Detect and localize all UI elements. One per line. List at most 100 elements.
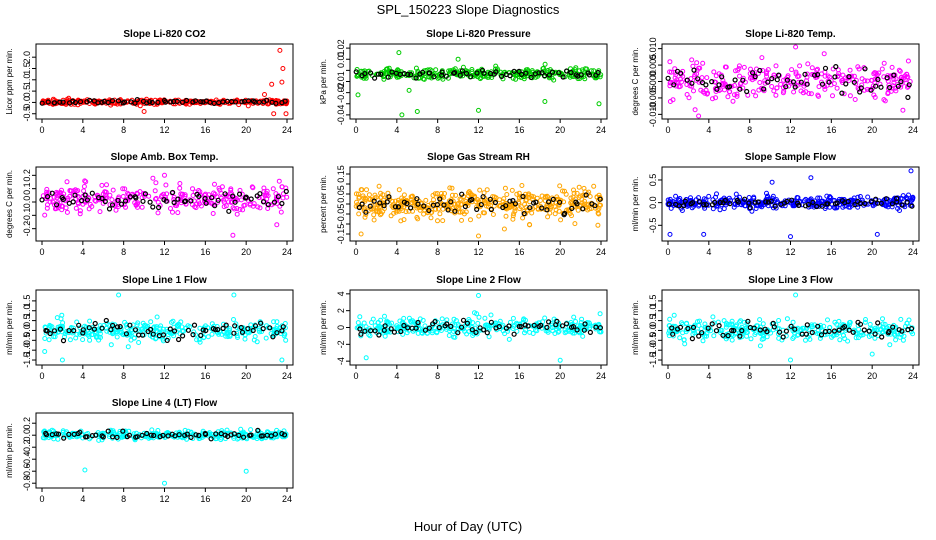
data-point	[800, 90, 806, 96]
y-axis-label: ml/min per min.	[631, 300, 640, 355]
data-point	[447, 185, 453, 191]
daily-point	[493, 69, 499, 75]
data-point	[234, 211, 240, 217]
daily-point	[790, 79, 797, 85]
x-tick-label: 4	[80, 125, 85, 135]
data-point	[236, 102, 242, 108]
data-point	[551, 77, 557, 83]
data-point	[900, 337, 906, 343]
series-points	[666, 292, 916, 363]
data-point	[135, 204, 140, 210]
outlier-point	[277, 47, 283, 53]
data-point	[815, 66, 820, 72]
data-point	[521, 76, 527, 82]
outlier-point	[793, 292, 799, 298]
data-point	[809, 65, 815, 71]
data-point	[413, 65, 419, 71]
daily-point	[156, 204, 162, 211]
data-point	[711, 69, 717, 75]
daily-point	[873, 83, 879, 89]
data-point	[572, 221, 578, 227]
data-point	[889, 85, 895, 91]
daily-point	[832, 74, 838, 80]
data-point	[163, 182, 169, 188]
data-point	[460, 73, 466, 79]
outlier-point	[542, 99, 548, 104]
panel-title: Slope Line 1 Flow	[122, 275, 207, 286]
data-point	[139, 204, 145, 210]
daily-point	[256, 99, 262, 105]
daily-point	[595, 69, 601, 76]
data-point	[849, 73, 855, 79]
daily-point	[51, 100, 58, 106]
x-tick-label: 16	[200, 371, 210, 381]
data-point	[691, 88, 696, 94]
y-tick-label: -0.05	[336, 204, 346, 225]
data-point	[273, 98, 279, 103]
data-point	[667, 59, 673, 65]
x-tick-label: 16	[514, 371, 524, 381]
data-point	[465, 203, 471, 208]
data-point	[77, 208, 83, 214]
data-point	[672, 75, 678, 81]
daily-point	[443, 73, 449, 79]
data-point	[59, 187, 64, 193]
outlier-point	[596, 101, 602, 107]
daily-point	[499, 73, 505, 80]
x-tick-label: 0	[39, 247, 44, 257]
data-point	[558, 217, 564, 223]
data-point	[580, 333, 586, 339]
data-point	[545, 214, 551, 220]
x-tick-label: 20	[867, 371, 877, 381]
data-point	[793, 69, 799, 75]
outlier-point	[874, 231, 880, 237]
data-point	[519, 183, 525, 188]
data-point	[697, 65, 703, 71]
daily-point	[222, 191, 228, 197]
daily-point	[413, 75, 419, 81]
daily-point	[895, 83, 901, 89]
daily-point	[378, 71, 384, 77]
daily-point	[578, 72, 584, 78]
data-point	[381, 206, 387, 212]
data-point	[114, 334, 120, 340]
data-point	[700, 89, 706, 95]
daily-point	[819, 81, 826, 87]
panel-title: Slope Line 4 (LT) Flow	[112, 398, 218, 409]
panel-rh: Slope Gas Stream RH 0 4 8 12 16 20 24 -0.15-0.05…	[319, 152, 608, 257]
daily-point	[740, 77, 746, 83]
outlier-point	[476, 233, 481, 239]
data-point	[510, 315, 516, 321]
data-point	[760, 68, 766, 73]
data-point	[825, 73, 831, 79]
x-tick-label: 24	[596, 125, 606, 135]
x-tick-label: 0	[39, 494, 44, 504]
data-point	[753, 93, 759, 99]
data-point	[517, 206, 523, 212]
outlier-point	[701, 231, 707, 237]
daily-point	[171, 199, 177, 206]
outlier-point	[355, 92, 361, 98]
x-tick-label: 8	[121, 494, 126, 504]
daily-point	[511, 331, 517, 337]
data-point	[367, 196, 373, 202]
data-point	[164, 191, 170, 197]
y-axis-label: kPa per min.	[319, 59, 328, 104]
figure-xlabel: Hour of Day (UTC)	[414, 519, 522, 534]
x-tick-label: 20	[867, 125, 877, 135]
daily-point	[182, 198, 189, 204]
data-point	[891, 80, 897, 86]
daily-point	[70, 199, 76, 205]
data-point	[898, 84, 904, 90]
panel-title: Slope Line 3 Flow	[748, 275, 833, 286]
data-point	[44, 189, 50, 195]
data-point	[400, 208, 406, 213]
daily-point	[49, 190, 55, 196]
data-point	[733, 191, 739, 197]
daily-point	[586, 72, 593, 78]
plot-frame	[35, 43, 294, 120]
x-tick-label: 20	[867, 247, 877, 257]
data-point	[382, 333, 388, 339]
outlier-point	[243, 468, 249, 474]
y-tick-label: -2	[336, 340, 346, 348]
